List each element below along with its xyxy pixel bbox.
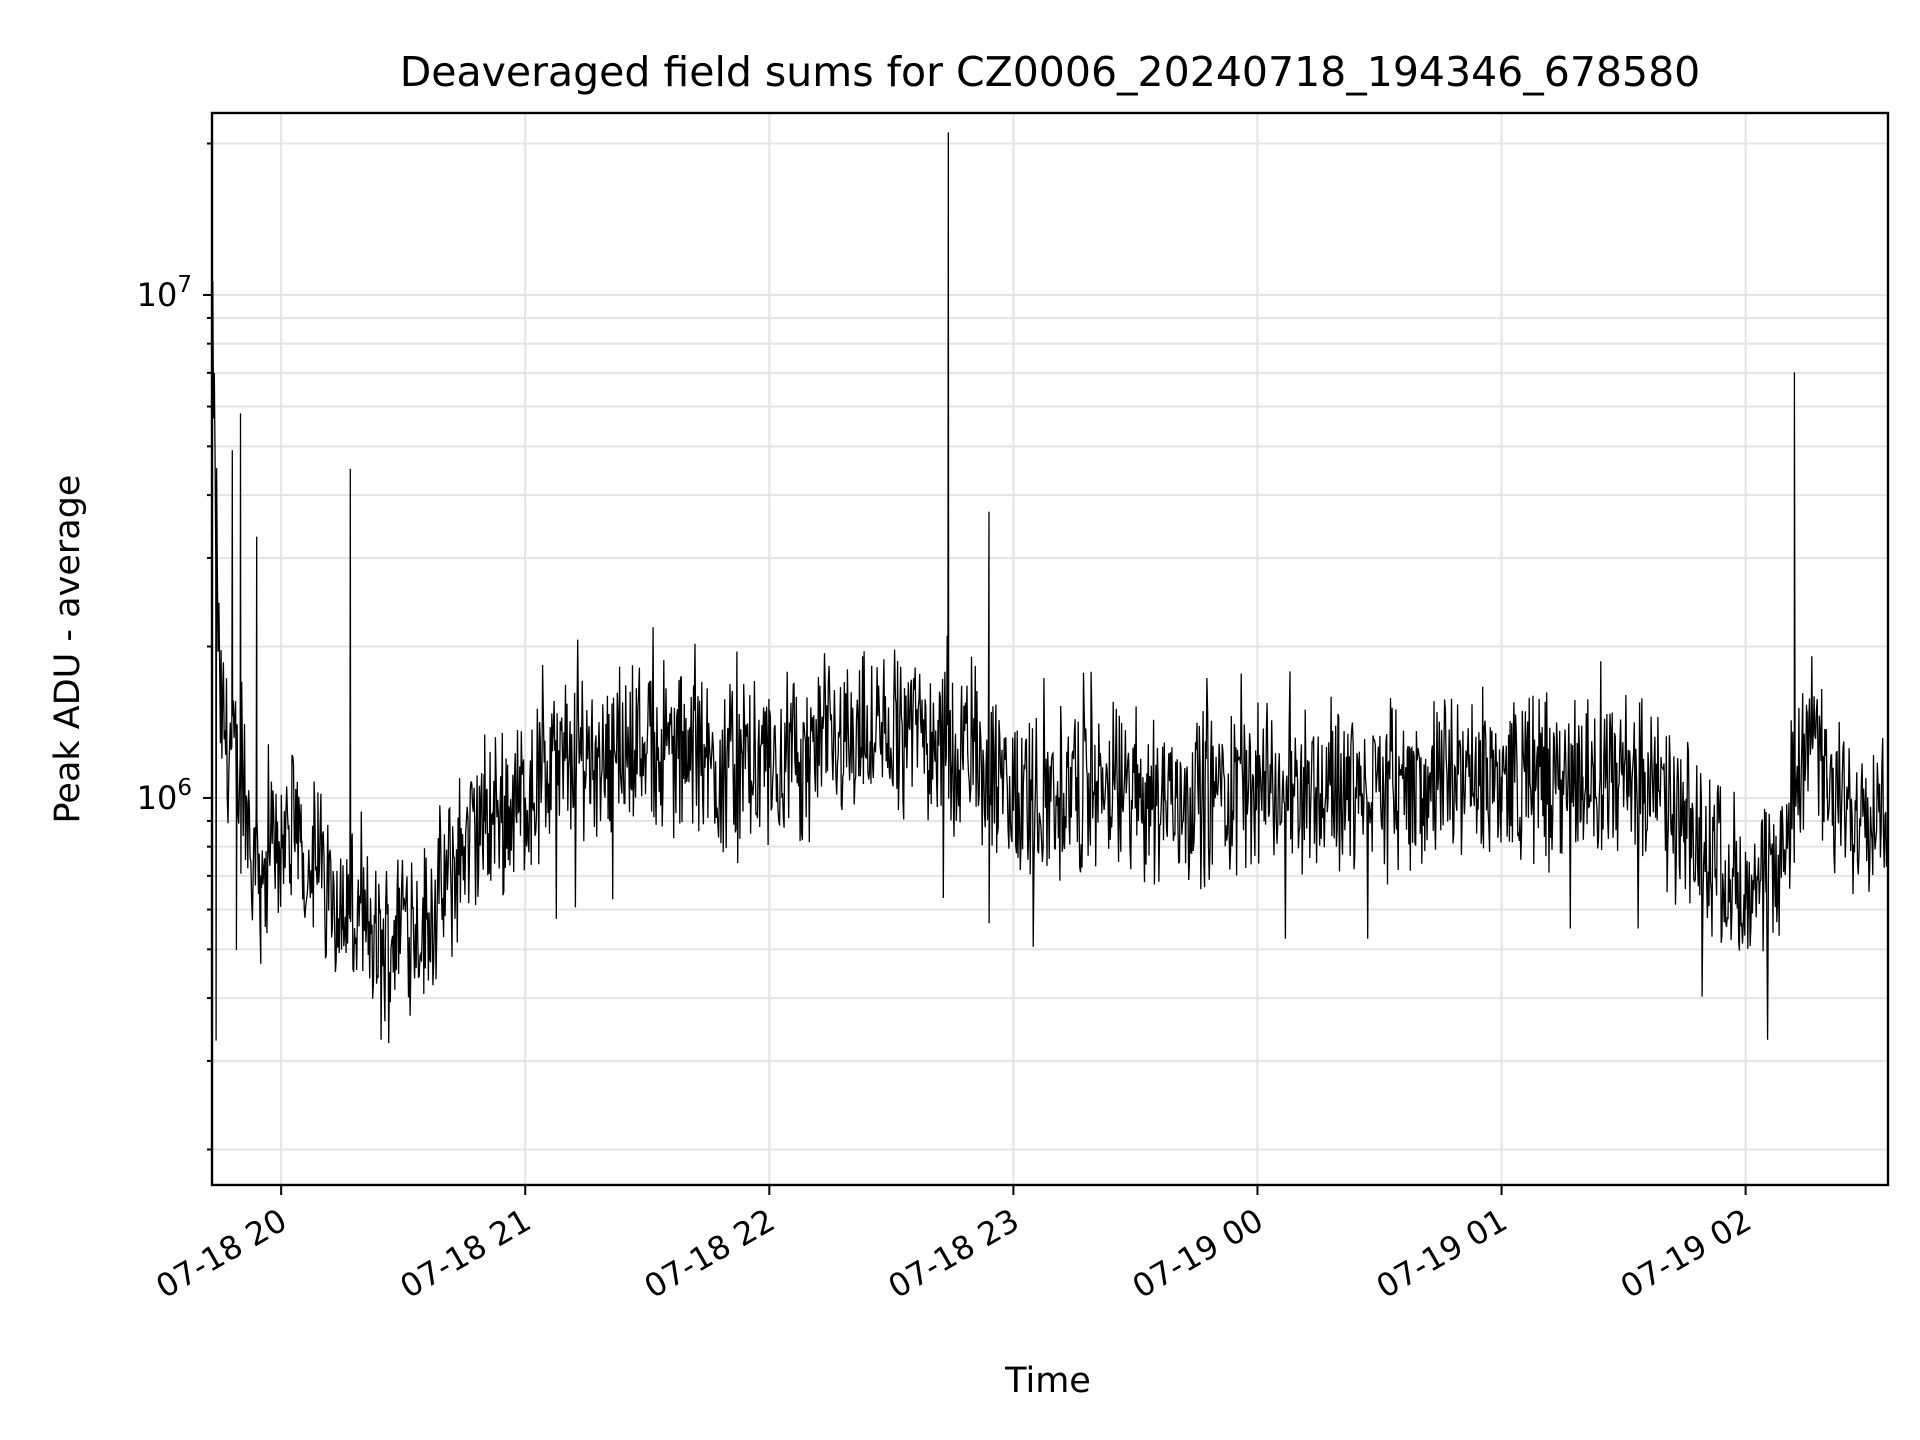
data-point (1094, 786, 1096, 788)
data-point (1826, 797, 1828, 799)
data-point (931, 731, 933, 733)
data-point (504, 808, 506, 810)
data-point (1867, 797, 1869, 799)
x-tick-label: 07-18 21 (394, 1201, 538, 1306)
data-point (280, 832, 282, 835)
x-tick-label: 07-19 02 (1614, 1201, 1758, 1306)
data-point (768, 766, 770, 768)
data-point (1338, 786, 1340, 788)
data-layer (212, 132, 1888, 1044)
data-point (1175, 797, 1177, 799)
data-point (341, 908, 343, 911)
x-tick-label: 07-19 00 (1126, 1201, 1270, 1306)
data-point (317, 860, 319, 862)
data-point (256, 536, 258, 538)
data-point (687, 757, 689, 759)
data-point (300, 846, 303, 848)
data-point (235, 948, 238, 950)
data-point (402, 908, 404, 911)
plot-area-frame (210, 111, 1890, 1187)
y-tick-label: 106 (137, 775, 192, 817)
x-tick-label: 07-18 22 (638, 1201, 782, 1306)
data-point (443, 891, 445, 893)
data-point (837, 731, 840, 733)
x-tick-label: 07-18 20 (150, 1201, 294, 1306)
data-point (1643, 776, 1645, 778)
data-point (422, 927, 425, 930)
x-axis-label: Time (1004, 1361, 1091, 1401)
data-point (260, 875, 262, 877)
data-point (524, 797, 526, 799)
data-point (1745, 908, 1747, 911)
data-point (988, 511, 990, 513)
chart-title: Deaveraged field sums for CZ0006_2024071… (400, 48, 1701, 96)
data-point (996, 786, 998, 788)
data-point (1785, 846, 1787, 848)
grid-layer (212, 113, 1888, 1185)
data-point (1582, 776, 1584, 778)
data-point (215, 1039, 217, 1041)
data-point (382, 957, 384, 959)
data-point (361, 927, 364, 930)
data-point (972, 740, 974, 742)
data-point (239, 413, 242, 415)
data-point (463, 846, 465, 848)
x-tick-label: 07-18 23 (882, 1201, 1026, 1306)
data-point (1724, 860, 1726, 862)
data-point (1846, 808, 1848, 810)
data-point (231, 450, 233, 452)
y-tick-label: 107 (137, 272, 192, 314)
data-point (565, 757, 567, 759)
data-point (1684, 832, 1686, 835)
data-point (1419, 786, 1421, 788)
data-point (728, 766, 730, 768)
data-point (870, 740, 872, 742)
x-tick-label: 07-19 01 (1370, 1201, 1514, 1306)
data-point (1806, 708, 1808, 710)
data-point (1765, 891, 1767, 893)
data-point (483, 820, 486, 822)
data-point (219, 708, 221, 710)
series-line (212, 132, 1888, 1044)
data-point (605, 748, 608, 750)
data-point (243, 723, 246, 726)
data-point (1012, 797, 1014, 799)
data-point (915, 723, 917, 726)
data-point (947, 132, 949, 134)
data-point (1256, 786, 1259, 788)
data-point (1500, 776, 1503, 778)
data-point (646, 740, 648, 742)
data-point (951, 757, 953, 759)
data-point (809, 757, 811, 759)
y-axis-label: Peak ADU - average (48, 475, 88, 824)
data-point (349, 468, 351, 470)
data-point (1793, 372, 1796, 374)
